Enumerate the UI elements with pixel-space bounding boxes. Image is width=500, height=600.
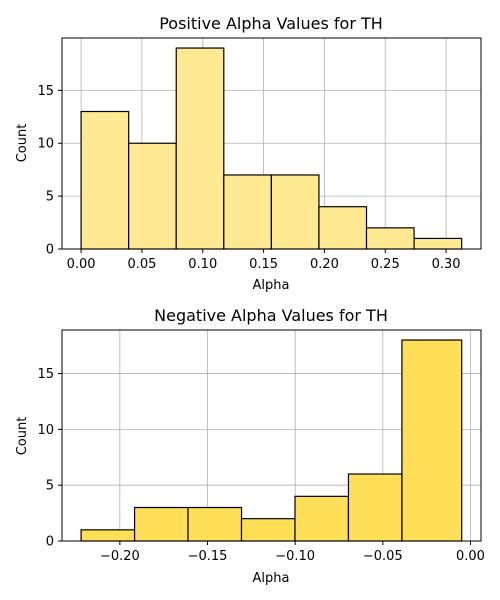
x-tick-label: 0.10 — [188, 257, 217, 272]
chart-title: Positive Alpha Values for TH — [159, 14, 383, 33]
histogram-bar — [80, 110, 130, 250]
x-tick-label: 0.15 — [249, 257, 278, 272]
x-tick-label: 0.00 — [456, 549, 485, 564]
plot-frame — [61, 329, 482, 542]
y-tick-label: 5 — [46, 479, 54, 494]
histogram-bar — [223, 174, 272, 250]
y-axis-label: Count — [15, 124, 30, 163]
histogram-bar — [401, 339, 463, 542]
histogram-bar — [128, 142, 177, 250]
y-tick-label: 10 — [37, 423, 54, 438]
x-axis-label: Alpha — [253, 571, 290, 586]
y-tick-label: 15 — [37, 367, 54, 382]
chart-title: Negative Alpha Values for TH — [154, 306, 388, 325]
x-tick-label: −0.20 — [100, 549, 140, 564]
y-tick-label: 15 — [37, 84, 54, 99]
histogram-bar — [240, 518, 296, 542]
x-tick-label: 0.05 — [127, 257, 156, 272]
y-tick-label: 5 — [46, 190, 54, 205]
histogram-bar — [413, 237, 463, 250]
histogram-bar — [80, 529, 136, 542]
x-tick-label: −0.05 — [363, 549, 403, 564]
x-tick-label: 0.00 — [67, 257, 96, 272]
x-tick-label: −0.15 — [188, 549, 228, 564]
y-axis-label: Count — [15, 417, 30, 456]
bars — [80, 47, 463, 250]
axes: 0.00 0.05 0.10 0.15 0.20 0.25 0.30 0 5 10 15 — [37, 37, 482, 272]
axes: −0.20 −0.15 −0.10 −0.05 0.00 0 5 10 15 — [37, 329, 485, 564]
negative-alpha-histogram: Negative Alpha Values for TH Alpha Count… — [15, 306, 485, 586]
x-axis-label: Alpha — [253, 278, 290, 293]
x-tick-label: 0.20 — [310, 257, 339, 272]
y-tick-label: 0 — [46, 535, 54, 550]
x-tick-label: −0.10 — [275, 549, 315, 564]
histogram-bar — [294, 495, 350, 542]
x-tick-label: 0.25 — [371, 257, 400, 272]
y-tick-label: 0 — [46, 243, 54, 258]
histogram-bar — [175, 47, 225, 250]
histogram-bar — [187, 506, 243, 542]
x-tick-label: 0.30 — [432, 257, 461, 272]
bars — [80, 339, 463, 542]
histogram-bar — [365, 227, 415, 250]
histogram-bar — [347, 473, 403, 542]
positive-alpha-histogram: Positive Alpha Values for TH Alpha Count… — [15, 14, 482, 293]
y-tick-label: 10 — [37, 137, 54, 152]
histogram-bar — [133, 506, 189, 542]
histogram-bar — [270, 174, 320, 250]
histogram-bar — [318, 206, 368, 250]
